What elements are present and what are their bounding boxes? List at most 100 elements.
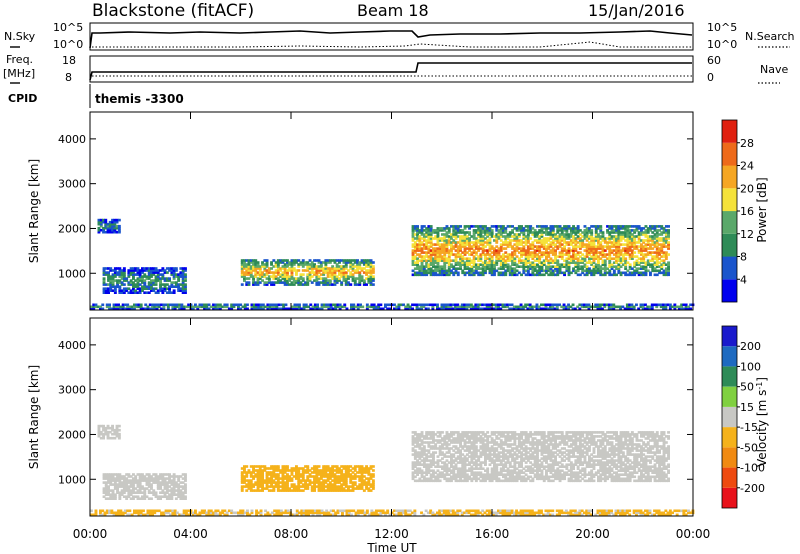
heatmap-cell xyxy=(438,265,442,268)
heatmap-cell xyxy=(420,241,424,244)
heatmap-cell xyxy=(371,275,375,278)
heatmap-cell xyxy=(315,485,319,488)
heatmap-cell xyxy=(161,267,165,270)
heatmap-cell xyxy=(592,257,596,260)
heatmap-cell xyxy=(533,231,537,234)
heatmap-cell xyxy=(137,305,141,309)
heatmap-cell xyxy=(431,305,435,309)
heatmap-cell xyxy=(474,303,478,307)
heatmap-cell xyxy=(425,235,429,238)
heatmap-cell xyxy=(274,271,278,274)
heatmap-cell xyxy=(630,243,634,246)
heatmap-cell xyxy=(422,435,426,438)
heatmap-cell xyxy=(313,263,316,266)
heatmap-cell xyxy=(256,265,260,268)
heatmap-cell xyxy=(481,231,485,234)
heatmap-cell xyxy=(599,257,603,260)
heatmap-cell xyxy=(529,229,533,232)
heatmap-cell xyxy=(626,261,630,264)
heatmap-cell xyxy=(454,229,458,232)
heatmap-cell xyxy=(328,489,332,492)
heatmap-cell xyxy=(610,245,614,248)
heatmap-cell xyxy=(255,303,258,307)
heatmap-cell xyxy=(152,273,156,276)
heatmap-cell xyxy=(306,487,310,490)
heatmap-cell xyxy=(571,307,575,311)
heatmap-cell xyxy=(247,271,251,274)
heatmap-cell xyxy=(247,281,251,284)
heatmap-cell xyxy=(612,249,616,252)
heatmap-cell xyxy=(649,239,652,242)
heatmap-cell xyxy=(270,263,273,266)
heatmap-cell xyxy=(588,259,591,262)
heatmap-cell xyxy=(459,451,462,454)
heatmap-cell xyxy=(129,273,133,276)
heatmap-cell xyxy=(447,479,451,483)
heatmap-cell xyxy=(438,445,442,448)
heatmap-cell xyxy=(655,241,659,244)
heatmap-cell xyxy=(452,273,456,277)
heatmap-cell xyxy=(545,271,548,275)
heatmap-cell xyxy=(495,261,499,264)
heatmap-cell xyxy=(249,265,253,268)
heatmap-cell xyxy=(632,305,636,309)
heatmap-cell xyxy=(154,277,158,280)
heatmap-cell xyxy=(107,473,110,476)
heatmap-cell xyxy=(214,305,218,309)
heatmap-cell xyxy=(502,235,505,238)
heatmap-cell xyxy=(150,285,153,288)
heatmap-cell xyxy=(542,303,546,307)
heatmap-cell xyxy=(610,241,614,244)
heatmap-cell xyxy=(463,261,467,264)
heatmap-cell xyxy=(596,303,600,307)
heatmap-cell xyxy=(515,255,519,258)
heatmap-cell xyxy=(441,453,444,456)
heatmap-cell xyxy=(432,249,435,252)
heatmap-cell xyxy=(411,437,415,440)
heatmap-cell xyxy=(281,467,285,470)
heatmap-cell xyxy=(461,473,465,476)
heatmap-cell xyxy=(436,257,440,260)
heatmap-cell xyxy=(159,283,162,286)
heatmap-cell xyxy=(454,463,458,466)
heatmap-cell xyxy=(598,307,602,311)
heatmap-cell xyxy=(317,271,321,274)
heatmap-cell xyxy=(653,233,657,236)
heatmap-cell xyxy=(172,477,176,480)
heatmap-cell xyxy=(429,233,433,236)
heatmap-cell xyxy=(432,455,435,458)
heatmap-cell xyxy=(272,259,276,262)
heatmap-cell xyxy=(306,479,310,482)
heatmap-cell xyxy=(454,465,458,468)
heatmap-cell xyxy=(369,483,373,486)
heatmap-cell xyxy=(617,245,621,248)
heatmap-cell xyxy=(367,279,371,282)
heatmap-cell xyxy=(580,305,584,309)
heatmap-cell xyxy=(324,467,328,470)
heatmap-cell xyxy=(324,475,328,478)
heatmap-cell xyxy=(170,493,174,496)
heatmap-cell xyxy=(450,465,453,468)
heatmap-cell xyxy=(441,257,444,260)
heatmap-cell xyxy=(456,479,460,483)
heatmap-cell xyxy=(422,303,426,307)
heatmap-cell xyxy=(416,237,419,240)
heatmap-cell xyxy=(122,267,126,270)
heatmap-cell xyxy=(347,281,350,284)
heatmap-cell xyxy=(326,271,330,274)
heatmap-cell xyxy=(640,265,643,268)
heatmap-cell xyxy=(371,469,375,472)
heatmap-cell xyxy=(338,271,341,274)
heatmap-cell xyxy=(427,437,431,440)
heatmap-cell xyxy=(465,261,469,264)
heatmap-cell xyxy=(365,271,368,274)
heatmap-cell xyxy=(481,307,485,311)
heatmap-cell xyxy=(324,473,328,476)
heatmap-cell xyxy=(106,424,110,428)
heatmap-cell xyxy=(281,271,285,274)
heatmap-cell xyxy=(411,435,415,438)
heatmap-cell xyxy=(644,269,648,273)
heatmap-cell xyxy=(122,487,126,490)
heatmap-cell xyxy=(420,453,424,456)
heatmap-cell xyxy=(104,489,108,492)
